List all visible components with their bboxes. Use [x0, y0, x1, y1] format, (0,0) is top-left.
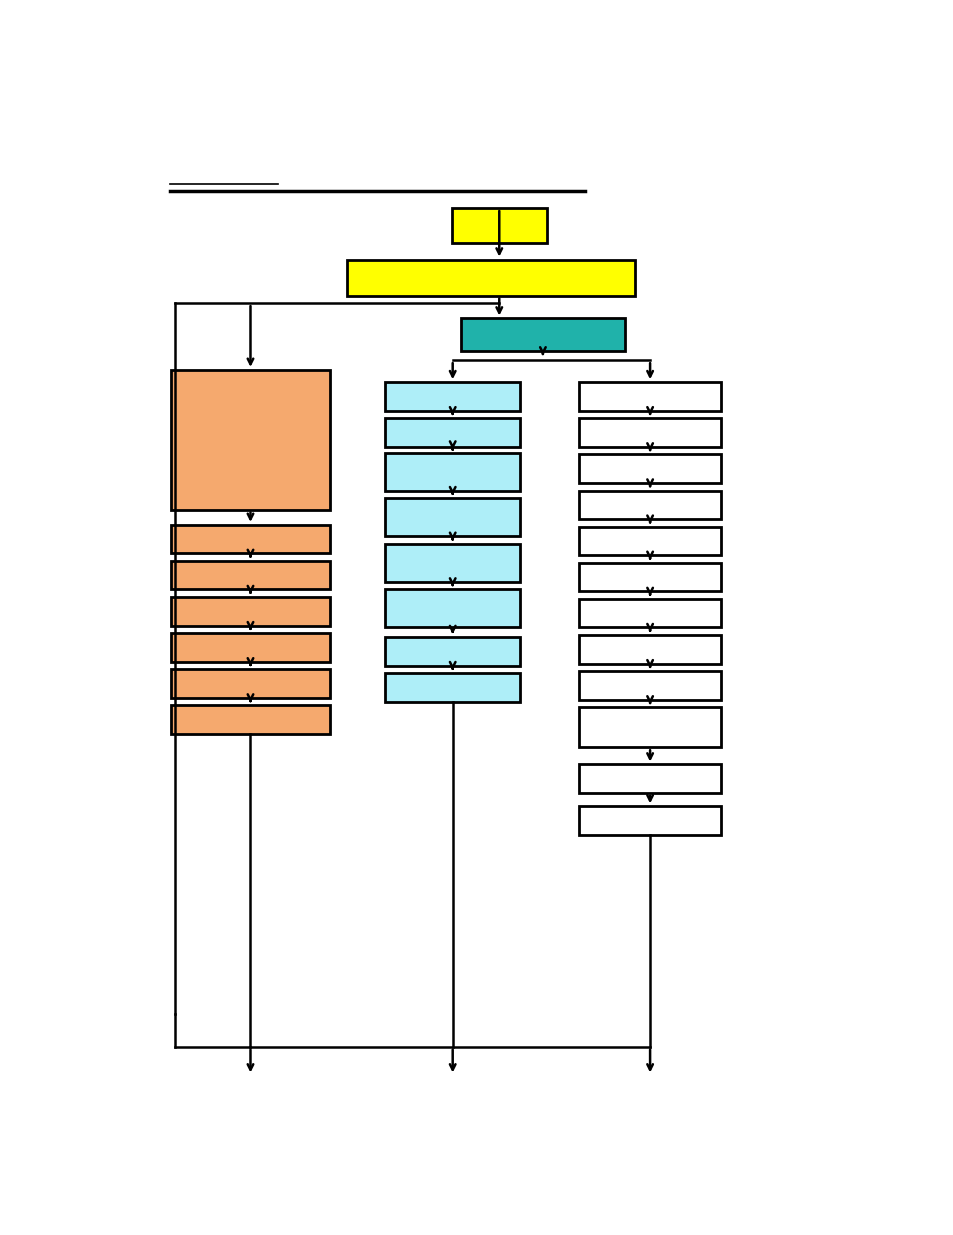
- FancyBboxPatch shape: [452, 209, 546, 243]
- FancyBboxPatch shape: [385, 452, 519, 490]
- FancyBboxPatch shape: [578, 764, 720, 793]
- FancyBboxPatch shape: [578, 526, 720, 556]
- FancyBboxPatch shape: [385, 637, 519, 666]
- FancyBboxPatch shape: [171, 634, 330, 662]
- FancyBboxPatch shape: [578, 454, 720, 483]
- FancyBboxPatch shape: [385, 498, 519, 536]
- FancyBboxPatch shape: [385, 589, 519, 627]
- FancyBboxPatch shape: [578, 563, 720, 592]
- FancyBboxPatch shape: [385, 419, 519, 447]
- FancyBboxPatch shape: [578, 708, 720, 747]
- FancyBboxPatch shape: [385, 543, 519, 582]
- FancyBboxPatch shape: [460, 319, 624, 351]
- FancyBboxPatch shape: [171, 369, 330, 510]
- FancyBboxPatch shape: [578, 806, 720, 835]
- FancyBboxPatch shape: [578, 672, 720, 700]
- FancyBboxPatch shape: [171, 597, 330, 626]
- FancyBboxPatch shape: [385, 382, 519, 411]
- FancyBboxPatch shape: [171, 525, 330, 553]
- FancyBboxPatch shape: [578, 635, 720, 663]
- FancyBboxPatch shape: [171, 705, 330, 734]
- FancyBboxPatch shape: [578, 599, 720, 627]
- FancyBboxPatch shape: [171, 669, 330, 698]
- FancyBboxPatch shape: [347, 261, 635, 295]
- FancyBboxPatch shape: [578, 490, 720, 519]
- FancyBboxPatch shape: [578, 419, 720, 447]
- FancyBboxPatch shape: [171, 561, 330, 589]
- FancyBboxPatch shape: [578, 382, 720, 411]
- FancyBboxPatch shape: [385, 673, 519, 701]
